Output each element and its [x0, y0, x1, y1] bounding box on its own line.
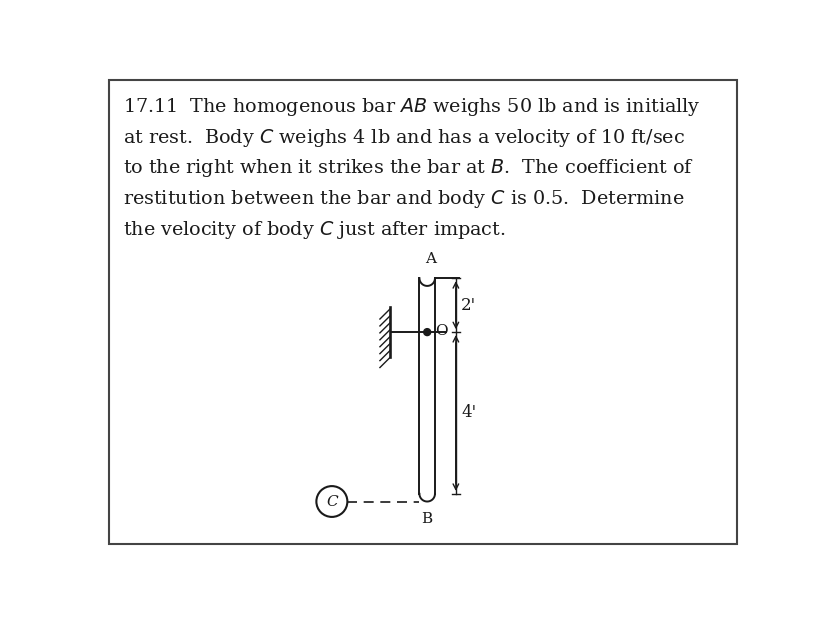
Text: 4': 4'	[461, 404, 477, 421]
Text: C: C	[326, 494, 338, 509]
Text: O: O	[435, 324, 448, 338]
Text: A: A	[425, 252, 436, 266]
Text: 17.11  The homogenous bar $AB$ weighs 50 lb and is initially
at rest.  Body $C$ : 17.11 The homogenous bar $AB$ weighs 50 …	[123, 96, 701, 241]
Text: B: B	[421, 512, 433, 525]
Text: 2': 2'	[461, 297, 477, 314]
Circle shape	[424, 329, 430, 336]
